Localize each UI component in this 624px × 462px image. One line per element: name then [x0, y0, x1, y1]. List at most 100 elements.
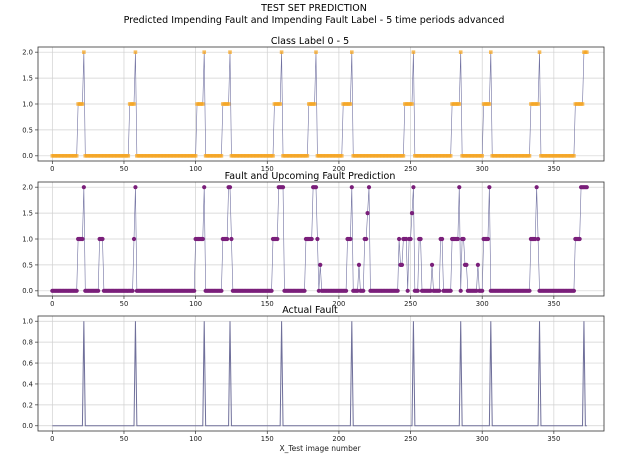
x-tick-label: 100 — [189, 165, 202, 173]
data-point — [278, 102, 282, 106]
fault-prediction-chart-title: Fault and Upcoming Fault Prediction — [225, 171, 396, 182]
data-point — [348, 102, 353, 106]
data-point — [309, 236, 314, 242]
data-point — [584, 185, 589, 190]
data-point — [305, 154, 310, 158]
y-tick-label: 1.0 — [22, 100, 33, 108]
data-point — [364, 236, 369, 242]
data-point — [409, 210, 415, 216]
actual-fault-chart: Actual Fault X_Test image number 0 50 100 1… — [22, 305, 605, 453]
data-point — [356, 262, 362, 268]
data-point — [448, 154, 453, 158]
fault-prediction-chart: Fault and Upcoming Fault Prediction 0 50 1… — [22, 171, 605, 308]
data-point — [229, 236, 234, 242]
data-point — [396, 236, 402, 242]
y-tick-label: 0.0 — [22, 152, 33, 160]
data-point — [487, 185, 492, 190]
data-point — [279, 50, 284, 54]
x-tick-label: 50 — [120, 435, 129, 443]
data-point — [348, 236, 353, 242]
data-point — [100, 236, 105, 242]
x-tick-label: 250 — [404, 165, 417, 173]
x-tick-label: 300 — [476, 165, 489, 173]
x-tick-label: 50 — [120, 165, 129, 173]
x-tick-label: 350 — [547, 165, 560, 173]
data-point — [527, 154, 532, 158]
data-point — [200, 102, 205, 106]
figure-title: TEST SET PREDICTION — [260, 3, 367, 14]
data-point — [130, 288, 135, 293]
y-tick-label: 1.0 — [22, 235, 33, 243]
data-point — [202, 185, 207, 190]
data-point — [343, 288, 349, 293]
data-point — [339, 154, 344, 158]
data-point — [193, 154, 198, 158]
data-point — [464, 262, 469, 268]
data-point — [280, 185, 286, 190]
data-point — [361, 288, 366, 293]
x-tick-label: 100 — [189, 300, 202, 308]
data-point — [225, 236, 230, 242]
x-tick-label: 200 — [332, 165, 345, 173]
data-point — [437, 288, 442, 293]
data-point — [80, 102, 85, 106]
data-point — [302, 288, 307, 293]
data-point — [415, 288, 420, 293]
y-tick-label: 0.0 — [22, 287, 33, 295]
data-point — [81, 185, 86, 190]
data-point — [275, 236, 280, 242]
x-tick-label: 0 — [50, 435, 54, 443]
data-point — [537, 50, 542, 54]
y-tick-label: 0.4 — [22, 380, 33, 388]
data-point — [410, 102, 414, 106]
x-tick-label: 200 — [332, 300, 345, 308]
y-tick-label: 0.2 — [22, 401, 33, 409]
data-point — [395, 288, 400, 293]
data-point — [133, 185, 138, 190]
data-point — [219, 288, 224, 293]
x-tick-label: 150 — [261, 165, 274, 173]
data-point — [366, 185, 372, 190]
data-point — [312, 102, 317, 106]
data-point — [457, 185, 462, 190]
data-point — [74, 288, 79, 293]
data-point — [126, 154, 131, 158]
data-point — [580, 102, 585, 106]
data-point — [458, 288, 463, 293]
data-point — [228, 50, 232, 54]
data-point — [534, 185, 539, 190]
data-point — [585, 50, 589, 54]
x-tick-label: 200 — [332, 435, 345, 443]
data-point — [365, 210, 370, 216]
y-tick-label: 0.8 — [22, 339, 33, 347]
data-point — [313, 185, 319, 190]
data-point — [271, 154, 275, 158]
x-tick-label: 150 — [261, 300, 274, 308]
data-point — [96, 288, 101, 293]
data-point — [314, 50, 318, 54]
data-point — [74, 154, 79, 158]
x-tick-label: 250 — [404, 435, 417, 443]
y-tick-label: 2.0 — [22, 184, 33, 192]
data-point — [577, 236, 582, 242]
y-tick-label: 1.0 — [22, 318, 33, 326]
data-point — [535, 236, 541, 242]
x-tick-label: 50 — [120, 300, 129, 308]
actual-fault-chart-title: Actual Fault — [282, 305, 338, 316]
data-point — [408, 236, 413, 242]
series-line — [52, 321, 587, 427]
data-point — [200, 236, 205, 242]
data-point — [202, 50, 207, 54]
data-point — [411, 185, 416, 190]
y-tick-label: 0.6 — [22, 359, 33, 367]
data-point — [315, 236, 320, 242]
class-label-chart: Class Label 0 - 5 0 50 100 150 200 250 300 350 0… — [22, 36, 605, 173]
data-point — [461, 236, 466, 242]
data-point — [480, 288, 485, 293]
data-point — [349, 185, 354, 190]
data-point — [405, 288, 410, 293]
data-point — [475, 262, 481, 268]
x-tick-label: 350 — [547, 300, 560, 308]
figure-subtitle: Predicted Impending Fault and Impending … — [124, 15, 505, 26]
